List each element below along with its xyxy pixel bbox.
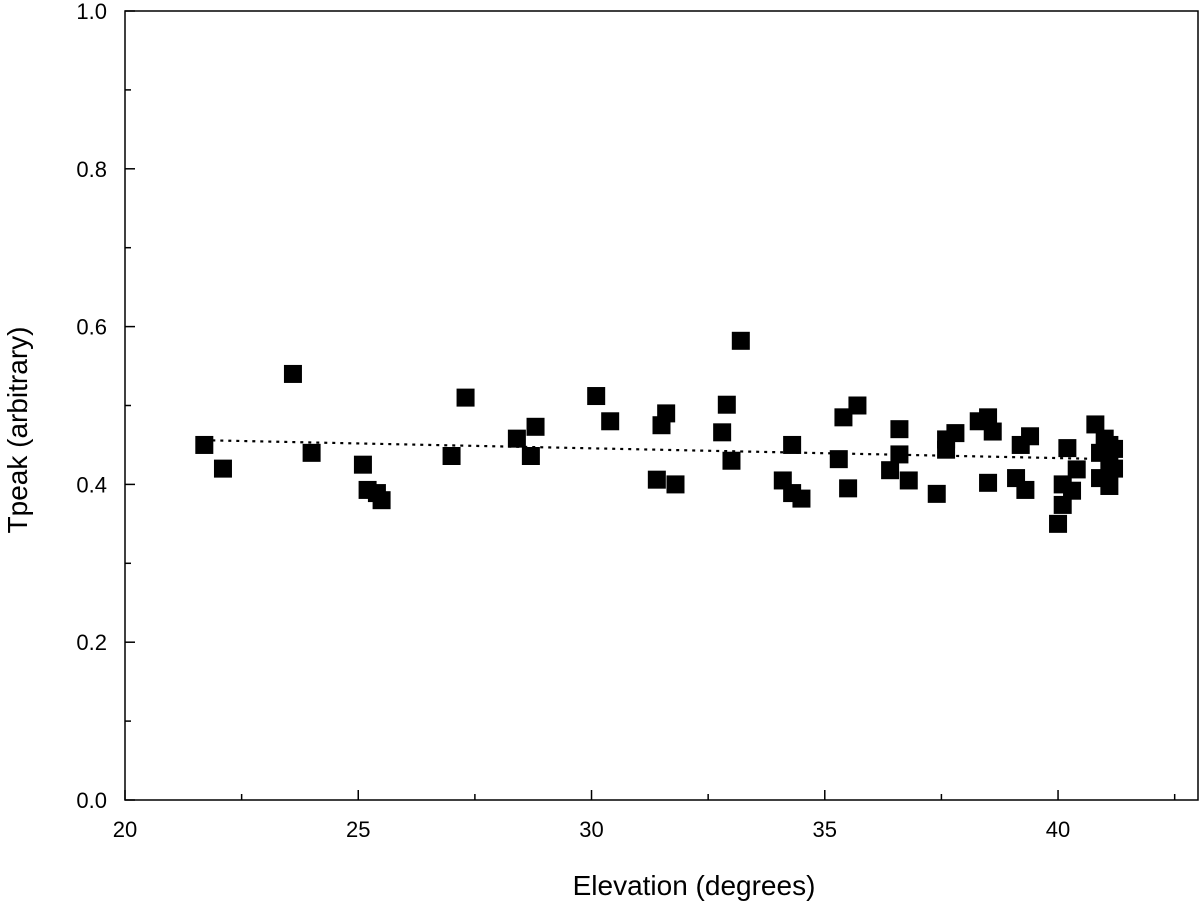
- data-point: [848, 396, 867, 415]
- data-point: [717, 395, 736, 414]
- data-point: [829, 450, 848, 469]
- data-point: [1105, 439, 1124, 458]
- data-point: [442, 446, 461, 465]
- data-point: [1063, 481, 1082, 500]
- data-point: [979, 408, 998, 427]
- data-point: [521, 446, 540, 465]
- data-point: [731, 331, 750, 350]
- trend-line: [204, 439, 1110, 461]
- data-point: [722, 451, 741, 470]
- y-tick-label: 0.2: [76, 630, 107, 655]
- data-point: [983, 422, 1002, 441]
- data-point: [927, 484, 946, 503]
- data-point: [526, 417, 545, 436]
- data-point: [213, 459, 232, 478]
- y-tick-label: 1.0: [76, 0, 107, 24]
- y-axis-title: Tpeak (arbitrary): [2, 327, 33, 534]
- x-tick-label: 20: [113, 817, 137, 842]
- data-point: [881, 461, 900, 480]
- y-tick-label: 0.4: [76, 472, 107, 497]
- data-point: [456, 388, 475, 407]
- x-axis-title: Elevation (degrees): [573, 870, 816, 901]
- data-point: [507, 429, 526, 448]
- plot-area: [124, 10, 1199, 801]
- y-tick-labels: 0.0 0.2 0.4 0.6 0.8 1.0: [76, 0, 107, 813]
- axis-ticks: [124, 10, 1176, 801]
- data-point: [937, 440, 956, 459]
- data-point: [890, 420, 909, 439]
- data-point: [1058, 439, 1077, 458]
- data-point: [1105, 459, 1124, 478]
- x-tick-label: 35: [813, 817, 837, 842]
- data-point: [666, 475, 685, 494]
- data-point: [195, 435, 214, 454]
- y-tick-label: 0.6: [76, 315, 107, 340]
- data-point: [1086, 415, 1105, 434]
- data-point: [1100, 476, 1119, 495]
- data-point: [946, 424, 965, 443]
- data-point: [783, 435, 802, 454]
- x-tick-label: 30: [579, 817, 603, 842]
- data-point: [1053, 495, 1072, 514]
- x-tick-label: 40: [1046, 817, 1070, 842]
- data-point: [647, 470, 666, 489]
- x-tick-label: 25: [346, 817, 370, 842]
- data-point: [601, 412, 620, 431]
- data-point: [657, 404, 676, 423]
- data-point: [1021, 427, 1040, 446]
- data-point: [1049, 514, 1068, 533]
- data-point: [792, 489, 811, 508]
- data-point: [587, 387, 606, 406]
- y-tick-label: 0.0: [76, 788, 107, 813]
- y-tick-label: 0.8: [76, 157, 107, 182]
- data-point: [283, 364, 302, 383]
- data-point: [834, 408, 853, 427]
- data-point: [890, 445, 909, 464]
- data-points: [195, 331, 1124, 533]
- data-point: [839, 479, 858, 498]
- data-point: [353, 455, 372, 474]
- data-point: [302, 443, 321, 462]
- data-point: [899, 471, 918, 490]
- data-point: [1067, 460, 1086, 479]
- x-tick-labels: 20 25 30 35 40: [113, 817, 1071, 842]
- data-point: [1016, 480, 1035, 499]
- data-point: [979, 473, 998, 492]
- data-point: [372, 491, 391, 510]
- data-point: [713, 423, 732, 442]
